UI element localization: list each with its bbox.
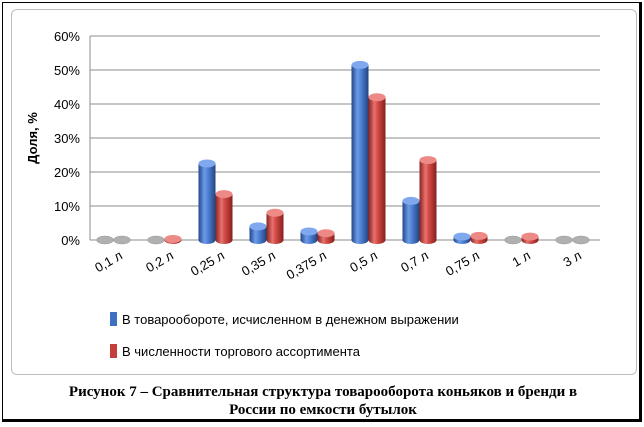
- x-tick-label: 0,375 л: [284, 248, 329, 283]
- caption-line-2: России по емкости бутылок: [229, 402, 417, 418]
- y-tick-label: 40%: [54, 97, 80, 112]
- y-tick-label: 0%: [61, 233, 80, 248]
- bar-turnover: [147, 235, 165, 245]
- x-tick-label: 0,1 л: [92, 248, 125, 276]
- bar-assortment: [470, 231, 488, 244]
- y-axis-ticks: 0% 10% 20% 30% 40% 50% 60%: [54, 29, 80, 248]
- bar-assortment: [266, 208, 284, 244]
- x-tick-label: 0,75 л: [443, 248, 482, 279]
- legend-item: В товарообороте, исчисленном в денежном …: [110, 312, 459, 327]
- bar-assortment: [419, 156, 437, 244]
- y-tick-label: 30%: [54, 131, 80, 146]
- bar-turnover: [198, 159, 216, 244]
- gridlines: [89, 35, 600, 241]
- legend-label: В численности торгового ассортимента: [122, 344, 361, 359]
- bar-turnover: [300, 227, 318, 244]
- figure-caption: Рисунок 7 – Сравнительная структура това…: [3, 383, 643, 419]
- legend-item: В численности торгового ассортимента: [110, 344, 361, 359]
- y-tick-label: 10%: [54, 199, 80, 214]
- x-tick-label: 3 л: [561, 248, 584, 270]
- bar-assortment: [521, 232, 539, 244]
- x-tick-label: 0,25 л: [188, 248, 227, 279]
- legend-swatch: [110, 312, 117, 326]
- bar-turnover: [453, 232, 471, 244]
- y-tick-label: 60%: [54, 29, 80, 44]
- bar-turnover: [504, 235, 522, 245]
- y-tick-label: 20%: [54, 165, 80, 180]
- caption-line-1: Рисунок 7 – Сравнительная структура това…: [68, 384, 578, 400]
- bar-assortment: [164, 234, 182, 244]
- bar-assortment: [317, 229, 335, 244]
- legend-label: В товарообороте, исчисленном в денежном …: [122, 312, 459, 327]
- x-tick-label: 0,2 л: [143, 248, 176, 276]
- bar-assortment: [572, 235, 590, 245]
- x-axis-ticks: 0,1 л 0,2 л 0,25 л 0,35 л 0,375 л 0,5 л 0,7 л 0…: [92, 248, 584, 283]
- x-tick-label: 0,7 л: [398, 248, 431, 276]
- x-tick-label: 0,5 л: [347, 248, 380, 276]
- y-tick-label: 50%: [54, 63, 80, 78]
- bar-turnover: [402, 196, 420, 244]
- legend-swatch: [110, 344, 117, 358]
- x-tick-label: 1 л: [510, 248, 533, 270]
- bar-turnover: [555, 235, 573, 245]
- bar-turnover: [249, 222, 267, 244]
- bar-turnover: [351, 60, 369, 244]
- legend: В товарообороте, исчисленном в денежном …: [110, 312, 459, 359]
- bar-turnover: [96, 235, 114, 245]
- bar-assortment: [368, 93, 386, 244]
- x-tick-label: 0,35 л: [239, 248, 278, 279]
- bar-assortment: [215, 190, 233, 244]
- y-axis-label: Доля, %: [25, 112, 40, 164]
- bar-assortment: [113, 235, 131, 245]
- bars: [96, 60, 590, 245]
